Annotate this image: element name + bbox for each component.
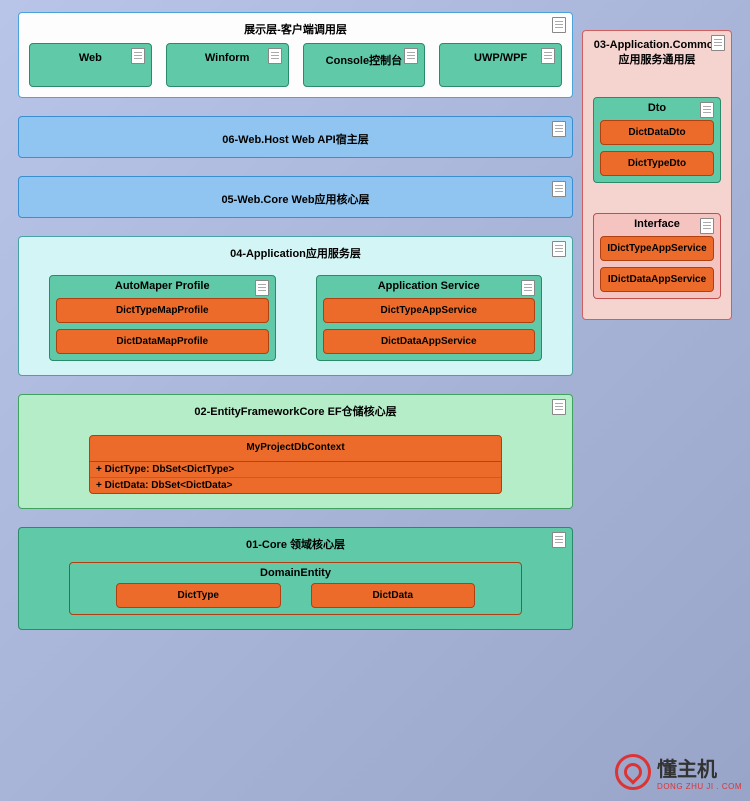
doc-icon xyxy=(552,399,566,415)
entity-title: DomainEntity xyxy=(76,567,515,579)
automapper-box: AutoMaper Profile DictTypeMapProfile Dict… xyxy=(49,275,276,361)
watermark-icon xyxy=(615,754,651,790)
doc-icon xyxy=(521,280,535,296)
doc-icon xyxy=(541,48,555,64)
appservice-box: Application Service DictTypeAppService Di… xyxy=(316,275,543,361)
presentation-item: Web xyxy=(29,43,152,87)
orange-item: DictTypeDto xyxy=(600,151,714,176)
entity-box: DomainEntity DictType DictData xyxy=(69,562,522,615)
orange-item: DictDataMapProfile xyxy=(56,329,269,354)
watermark-text: 懂主机 xyxy=(657,759,717,781)
application-panel: 04-Application应用服务层 AutoMaper Profile Di… xyxy=(18,236,573,376)
interface-box: Interface IDictTypeAppService IDictDataAp… xyxy=(593,213,721,299)
orange-item: DictTypeMapProfile xyxy=(56,298,269,323)
presentation-item-label: Web xyxy=(36,52,145,64)
doc-icon xyxy=(552,121,566,137)
orange-item: IDictTypeAppService xyxy=(600,236,714,261)
dbcontext-row: + DictType: DbSet<DictType> xyxy=(90,461,501,477)
presentation-item-label: Console控制台 xyxy=(310,52,419,68)
orange-item: IDictDataAppService xyxy=(600,267,714,292)
webcore-title: 05-Web.Core Web应用核心层 xyxy=(29,191,562,207)
webcore-panel: 05-Web.Core Web应用核心层 xyxy=(18,176,573,218)
dto-title: Dto xyxy=(600,102,714,114)
orange-item: DictData xyxy=(311,583,476,608)
dbcontext-box: MyProjectDbContext + DictType: DbSet<Dic… xyxy=(89,435,502,494)
automapper-title: AutoMaper Profile xyxy=(56,280,269,292)
doc-icon xyxy=(404,48,418,64)
presentation-title: 展示层-客户端调用层 xyxy=(29,21,562,37)
doc-icon xyxy=(552,181,566,197)
presentation-item-label: Winform xyxy=(173,52,282,64)
application-title: 04-Application应用服务层 xyxy=(29,245,562,261)
orange-item: DictType xyxy=(116,583,281,608)
presentation-panel: 展示层-客户端调用层 Web Winform Console控制台 UWP/WPF xyxy=(18,12,573,98)
webhost-title: 06-Web.Host Web API宿主层 xyxy=(29,131,562,147)
presentation-item: Console控制台 xyxy=(303,43,426,87)
core-title: 01-Core 领域核心层 xyxy=(29,536,562,552)
core-panel: 01-Core 领域核心层 DomainEntity DictType DictD… xyxy=(18,527,573,630)
doc-icon xyxy=(255,280,269,296)
appservice-title: Application Service xyxy=(323,280,536,292)
common-subtitle: 应用服务通用层 xyxy=(593,51,721,67)
watermark: 懂主机 DONG ZHU JI . COM xyxy=(615,753,742,791)
doc-icon xyxy=(700,102,714,118)
watermark-sub: DONG ZHU JI . COM xyxy=(657,782,742,791)
dto-box: Dto DictDataDto DictTypeDto xyxy=(593,97,721,183)
dbcontext-title: MyProjectDbContext xyxy=(90,436,501,459)
doc-icon xyxy=(131,48,145,64)
orange-item: DictDataDto xyxy=(600,120,714,145)
orange-item: DictDataAppService xyxy=(323,329,536,354)
common-panel: 03-Application.Common 应用服务通用层 Dto DictDa… xyxy=(582,30,732,320)
webhost-panel: 06-Web.Host Web API宿主层 xyxy=(18,116,573,158)
presentation-item: UWP/WPF xyxy=(439,43,562,87)
doc-icon xyxy=(552,17,566,33)
doc-icon xyxy=(552,532,566,548)
orange-item: DictTypeAppService xyxy=(323,298,536,323)
ef-panel: 02-EntityFrameworkCore EF仓储核心层 MyProject… xyxy=(18,394,573,509)
presentation-item-label: UWP/WPF xyxy=(446,52,555,64)
doc-icon xyxy=(268,48,282,64)
common-title: 03-Application.Common xyxy=(593,39,721,51)
interface-title: Interface xyxy=(600,218,714,230)
ef-title: 02-EntityFrameworkCore EF仓储核心层 xyxy=(29,403,562,419)
doc-icon xyxy=(700,218,714,234)
dbcontext-row: + DictData: DbSet<DictData> xyxy=(90,477,501,493)
presentation-item: Winform xyxy=(166,43,289,87)
doc-icon xyxy=(711,35,725,51)
doc-icon xyxy=(552,241,566,257)
